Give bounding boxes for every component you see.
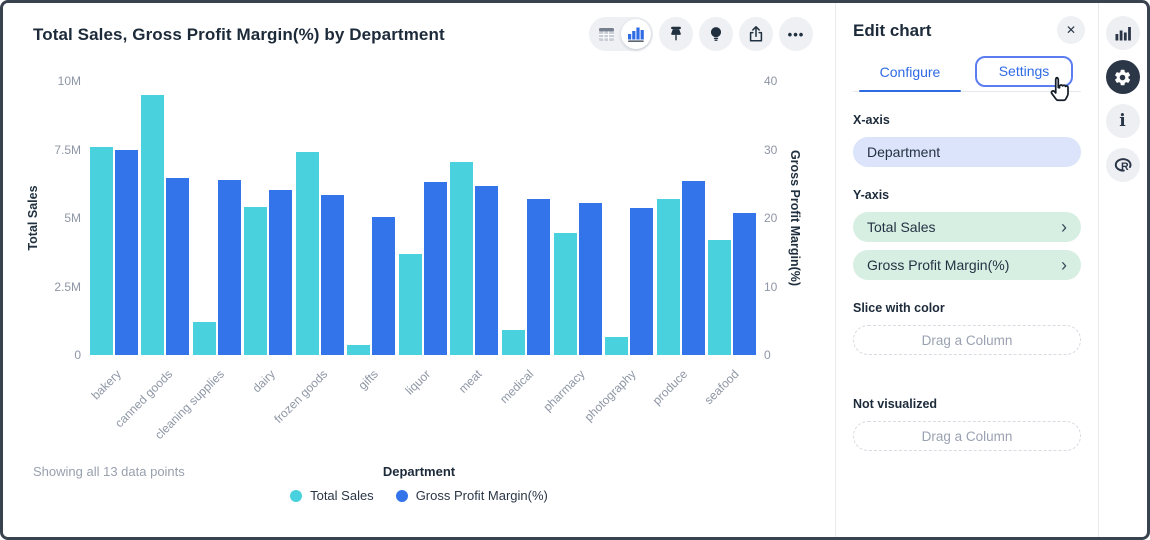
bar[interactable]	[166, 178, 190, 355]
bar[interactable]	[527, 198, 551, 355]
side-rail: i R	[1098, 3, 1146, 537]
legend-item-total-sales[interactable]: Total Sales	[290, 488, 374, 503]
chevron-right-icon: ›	[1061, 217, 1067, 237]
y-axis-section-label: Y-axis	[853, 188, 890, 202]
bar[interactable]	[656, 198, 680, 355]
tab-configure[interactable]: Configure	[853, 55, 967, 92]
right-axis-title: Gross Profit Margin(%)	[788, 149, 802, 287]
bar[interactable]	[450, 161, 474, 355]
plot-area	[88, 81, 758, 355]
bar[interactable]	[244, 207, 268, 355]
view-toggle[interactable]	[589, 17, 653, 51]
edit-chart-panel: Edit chart ✕ Configure Settings X-axis D…	[835, 3, 1098, 537]
bar[interactable]	[733, 212, 757, 355]
pin-icon[interactable]	[659, 17, 693, 51]
bar-group-meat[interactable]	[449, 81, 501, 355]
bar[interactable]	[423, 181, 447, 355]
data-points-note: Showing all 13 data points	[33, 464, 185, 479]
x-axis-label: produce	[649, 367, 691, 408]
bar[interactable]	[708, 239, 732, 355]
settings-gear-icon[interactable]	[1105, 60, 1140, 94]
left-axis-ticks: 10M 7.5M 5M 2.5M 0	[54, 74, 81, 362]
bar[interactable]	[578, 202, 602, 355]
total-sales-dot-icon	[290, 489, 303, 502]
panel-title: Edit chart	[853, 21, 932, 40]
x-axis-section-label: X-axis	[853, 113, 890, 127]
bar[interactable]	[372, 216, 396, 355]
x-axis-label: medical	[496, 367, 536, 407]
bar[interactable]	[475, 185, 499, 355]
bar[interactable]	[398, 253, 422, 355]
bar-group-liquor[interactable]	[397, 81, 449, 355]
x-axis-label: seafood	[701, 367, 743, 408]
bar[interactable]	[320, 194, 344, 355]
right-axis-ticks: 40 30 20 10 0	[764, 74, 778, 362]
bar[interactable]	[605, 337, 629, 355]
chart-card: Total Sales, Gross Profit Margin(%) by D…	[3, 3, 835, 537]
tab-settings[interactable]: Settings	[967, 55, 1081, 91]
not-visualized-dropzone[interactable]: Drag a Column	[853, 421, 1081, 451]
bar-group-gifts[interactable]	[346, 81, 398, 355]
slice-with-color-dropzone[interactable]: Drag a Column	[853, 325, 1081, 355]
bar-group-bakery[interactable]	[88, 81, 140, 355]
export-share-icon[interactable]	[739, 17, 773, 51]
x-axis-labels: bakery canned goods cleaning supplies dairy…	[88, 355, 758, 460]
chevron-right-icon: ›	[1061, 255, 1067, 275]
more-options-icon[interactable]: •••	[779, 17, 813, 51]
bar[interactable]	[295, 152, 319, 355]
bar[interactable]	[217, 179, 241, 355]
bar-group-dairy[interactable]	[243, 81, 295, 355]
chart-toolbar: •••	[589, 17, 813, 51]
slice-with-color-label: Slice with color	[853, 301, 945, 315]
r-logo-icon[interactable]: R	[1105, 148, 1140, 182]
bar[interactable]	[141, 94, 165, 355]
y-axis-column-pill-gross-profit-margin[interactable]: Gross Profit Margin(%) ›	[853, 250, 1081, 280]
bar-group-canned-goods[interactable]	[140, 81, 192, 355]
bar[interactable]	[502, 330, 526, 355]
bar[interactable]	[114, 149, 138, 355]
info-icon[interactable]: i	[1105, 104, 1140, 138]
svg-text:R: R	[1120, 161, 1128, 173]
bar[interactable]	[347, 345, 371, 355]
bar-group-photography[interactable]	[603, 81, 655, 355]
panel-tabs: Configure Settings	[853, 55, 1081, 92]
bar-chart-view-icon[interactable]	[621, 19, 651, 49]
x-axis-label: meat	[455, 367, 485, 396]
left-axis-title: Total Sales	[26, 185, 40, 251]
close-icon[interactable]: ✕	[1057, 16, 1085, 44]
bar-group-pharmacy[interactable]	[552, 81, 604, 355]
bar[interactable]	[681, 181, 705, 355]
x-axis-label: dairy	[249, 367, 279, 396]
x-axis-column-pill[interactable]: Department	[853, 137, 1081, 167]
table-view-icon[interactable]	[591, 19, 621, 49]
x-axis-label: gifts	[355, 367, 382, 393]
not-visualized-label: Not visualized	[853, 397, 938, 411]
bar[interactable]	[269, 189, 293, 355]
chart-panel-icon[interactable]	[1105, 16, 1140, 50]
x-axis-label: bakery	[88, 367, 124, 403]
bar-group-seafood[interactable]	[706, 81, 758, 355]
bar-group-medical[interactable]	[500, 81, 552, 355]
bar-group-cleaning-supplies[interactable]	[191, 81, 243, 355]
bar-group-frozen-goods[interactable]	[294, 81, 346, 355]
chart-title: Total Sales, Gross Profit Margin(%) by D…	[33, 25, 445, 44]
bar[interactable]	[630, 208, 654, 355]
y-axis-column-pill-total-sales[interactable]: Total Sales ›	[853, 212, 1081, 242]
insight-bulb-icon[interactable]	[699, 17, 733, 51]
legend-item-gross-profit-margin[interactable]: Gross Profit Margin(%)	[395, 488, 548, 503]
bar[interactable]	[192, 322, 216, 355]
bar[interactable]	[553, 233, 577, 355]
gross-profit-margin-dot-icon	[395, 489, 408, 502]
bar[interactable]	[89, 146, 113, 355]
x-axis-label: liquor	[402, 367, 433, 398]
bar-group-produce[interactable]	[655, 81, 707, 355]
